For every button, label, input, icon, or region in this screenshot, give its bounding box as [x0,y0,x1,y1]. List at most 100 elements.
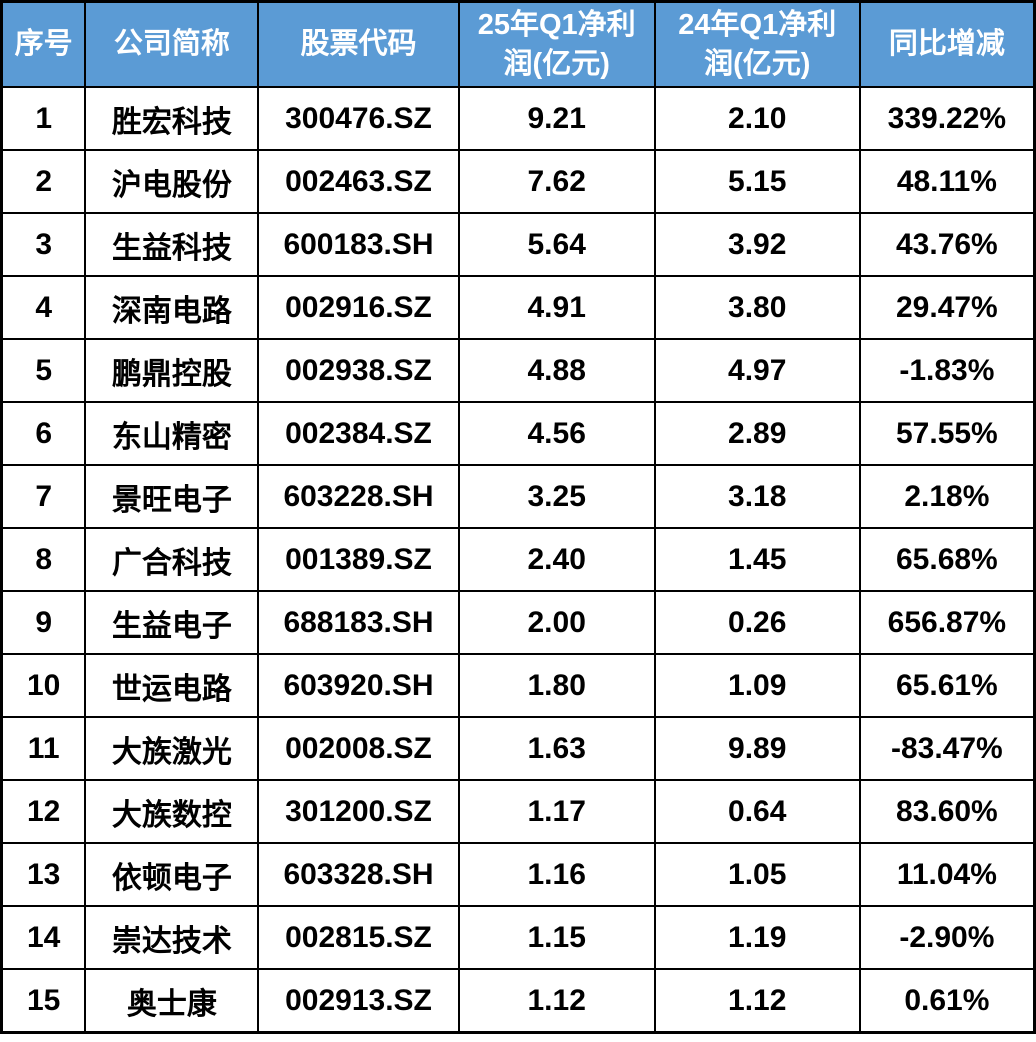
cell-company-name: 大族数控 [84,779,260,844]
cell-stock-code: 002815.SZ [257,905,460,970]
cell-q1-2025-profit: 4.91 [457,275,656,340]
cell-yoy-change: 29.47% [858,275,1036,340]
cell-yoy-change: 43.76% [858,212,1036,277]
cell-yoy-change: 65.61% [858,653,1036,718]
cell-stock-code: 603328.SH [257,842,460,907]
cell-yoy-change: 656.87% [858,590,1036,655]
cell-yoy-change: 48.11% [858,149,1036,214]
cell-stock-code: 600183.SH [257,212,460,277]
table-row: 7 景旺电子 603228.SH 3.25 3.18 2.18% [0,464,1036,529]
cell-stock-code: 603228.SH [257,464,460,529]
cell-index: 9 [0,590,87,655]
table-row: 5 鹏鼎控股 002938.SZ 4.88 4.97 -1.83% [0,338,1036,403]
cell-yoy-change: 83.60% [858,779,1036,844]
cell-index: 14 [0,905,87,970]
cell-q1-2025-profit: 1.17 [457,779,656,844]
cell-stock-code: 688183.SH [257,590,460,655]
cell-stock-code: 603920.SH [257,653,460,718]
cell-company-name: 大族激光 [84,716,260,781]
cell-index: 7 [0,464,87,529]
table-row: 11 大族激光 002008.SZ 1.63 9.89 -83.47% [0,716,1036,781]
cell-index: 1 [0,86,87,151]
cell-q1-2024-profit: 3.80 [653,275,861,340]
cell-q1-2025-profit: 1.80 [457,653,656,718]
cell-q1-2025-profit: 4.56 [457,401,656,466]
cell-q1-2024-profit: 1.12 [653,968,861,1034]
cell-company-name: 胜宏科技 [84,86,260,151]
cell-company-name: 生益科技 [84,212,260,277]
cell-q1-2025-profit: 7.62 [457,149,656,214]
cell-q1-2024-profit: 2.10 [653,86,861,151]
table-row: 2 沪电股份 002463.SZ 7.62 5.15 48.11% [0,149,1036,214]
cell-q1-2024-profit: 5.15 [653,149,861,214]
cell-q1-2024-profit: 1.19 [653,905,861,970]
cell-q1-2025-profit: 2.40 [457,527,656,592]
cell-q1-2025-profit: 9.21 [457,86,656,151]
cell-index: 11 [0,716,87,781]
table-row: 12 大族数控 301200.SZ 1.17 0.64 83.60% [0,779,1036,844]
cell-q1-2024-profit: 1.09 [653,653,861,718]
table-row: 15 奥士康 002913.SZ 1.12 1.12 0.61% [0,968,1036,1034]
cell-company-name: 生益电子 [84,590,260,655]
cell-stock-code: 002916.SZ [257,275,460,340]
cell-q1-2025-profit: 3.25 [457,464,656,529]
column-header-stock-code: 股票代码 [257,0,460,88]
cell-stock-code: 002913.SZ [257,968,460,1034]
cell-index: 6 [0,401,87,466]
cell-company-name: 世运电路 [84,653,260,718]
cell-q1-2025-profit: 2.00 [457,590,656,655]
table-row: 4 深南电路 002916.SZ 4.91 3.80 29.47% [0,275,1036,340]
table-row: 6 东山精密 002384.SZ 4.56 2.89 57.55% [0,401,1036,466]
cell-company-name: 广合科技 [84,527,260,592]
cell-company-name: 崇达技术 [84,905,260,970]
cell-company-name: 鹏鼎控股 [84,338,260,403]
cell-q1-2024-profit: 0.26 [653,590,861,655]
cell-index: 13 [0,842,87,907]
table-row: 1 胜宏科技 300476.SZ 9.21 2.10 339.22% [0,86,1036,151]
table-row: 10 世运电路 603920.SH 1.80 1.09 65.61% [0,653,1036,718]
cell-company-name: 深南电路 [84,275,260,340]
cell-q1-2024-profit: 4.97 [653,338,861,403]
cell-yoy-change: 65.68% [858,527,1036,592]
cell-yoy-change: 0.61% [858,968,1036,1034]
table-row: 8 广合科技 001389.SZ 2.40 1.45 65.68% [0,527,1036,592]
cell-index: 15 [0,968,87,1034]
table-header: 序号 公司简称 股票代码 25年Q1净利 润(亿元) 24年Q1净利 润(亿元) 同比增减 [0,0,1036,88]
cell-q1-2024-profit: 3.92 [653,212,861,277]
cell-yoy-change: -1.83% [858,338,1036,403]
cell-index: 3 [0,212,87,277]
cell-q1-2025-profit: 1.16 [457,842,656,907]
cell-stock-code: 002384.SZ [257,401,460,466]
column-header-index: 序号 [0,0,87,88]
cell-stock-code: 002008.SZ [257,716,460,781]
cell-index: 2 [0,149,87,214]
cell-q1-2024-profit: 9.89 [653,716,861,781]
cell-q1-2024-profit: 1.05 [653,842,861,907]
table-row: 14 崇达技术 002815.SZ 1.15 1.19 -2.90% [0,905,1036,970]
cell-index: 4 [0,275,87,340]
cell-q1-2024-profit: 2.89 [653,401,861,466]
cell-yoy-change: -83.47% [858,716,1036,781]
cell-stock-code: 001389.SZ [257,527,460,592]
cell-company-name: 奥士康 [84,968,260,1034]
cell-yoy-change: 2.18% [858,464,1036,529]
header-row: 序号 公司简称 股票代码 25年Q1净利 润(亿元) 24年Q1净利 润(亿元) 同比增减 [0,0,1036,88]
cell-q1-2025-profit: 1.15 [457,905,656,970]
cell-company-name: 沪电股份 [84,149,260,214]
cell-yoy-change: 57.55% [858,401,1036,466]
table-row: 9 生益电子 688183.SH 2.00 0.26 656.87% [0,590,1036,655]
cell-company-name: 东山精密 [84,401,260,466]
cell-yoy-change: 339.22% [858,86,1036,151]
cell-q1-2024-profit: 1.45 [653,527,861,592]
column-header-company-name: 公司简称 [84,0,260,88]
cell-company-name: 依顿电子 [84,842,260,907]
cell-q1-2025-profit: 1.63 [457,716,656,781]
cell-q1-2025-profit: 1.12 [457,968,656,1034]
cell-q1-2024-profit: 3.18 [653,464,861,529]
cell-stock-code: 301200.SZ [257,779,460,844]
cell-stock-code: 300476.SZ [257,86,460,151]
table-row: 13 依顿电子 603328.SH 1.16 1.05 11.04% [0,842,1036,907]
table-row: 3 生益科技 600183.SH 5.64 3.92 43.76% [0,212,1036,277]
